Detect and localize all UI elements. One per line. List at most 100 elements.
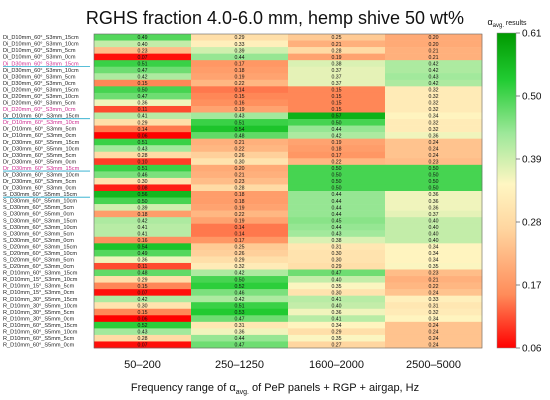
- cell-value: 0.25: [234, 245, 244, 251]
- row-label: Di_D10mm_60°_S3mm_15cm: [3, 35, 79, 41]
- heatmap-cell: [288, 53, 386, 61]
- cell-value: 0.50: [331, 179, 341, 185]
- cell-value: 0.44: [234, 336, 244, 342]
- row-label: Di_D30mm_60°_S3mm_0cm: [3, 81, 76, 87]
- cell-value: 0.32: [428, 310, 438, 316]
- heatmap-cell: [94, 256, 192, 264]
- colorbar-tick-label: 0.28: [522, 218, 542, 229]
- heatmap-cell: [288, 269, 386, 277]
- heatmap-cell: [94, 112, 192, 120]
- cell-value: 0.23: [428, 271, 438, 277]
- cell-value: 0.57: [331, 114, 341, 120]
- heatmap-cell: [288, 289, 386, 296]
- cell-value: 0.29: [137, 277, 147, 283]
- heatmap-cell: [385, 177, 483, 185]
- heatmap-cell: [385, 269, 483, 277]
- cell-value: 0.37: [331, 68, 341, 74]
- cell-value: 0.40: [428, 218, 438, 224]
- heatmap-cell: [288, 249, 386, 257]
- heatmap-cell: [288, 60, 386, 68]
- heatmap-cell: [191, 295, 289, 303]
- cell-value: 0.22: [331, 160, 341, 166]
- cell-value: 0.19: [331, 55, 341, 61]
- heatmap-cell: [94, 53, 192, 61]
- cell-value: 0.32: [428, 127, 438, 133]
- cell-value: 0.44: [331, 205, 341, 211]
- heatmap-cell: [94, 204, 192, 211]
- cell-value: 0.50: [428, 173, 438, 179]
- heatmap-cell: [288, 236, 386, 244]
- heatmap-cell: [288, 119, 386, 126]
- cell-value: 0.21: [428, 277, 438, 283]
- row-label: Dr_D30mm_60°_S3mm_5cm: [3, 179, 76, 185]
- cell-value: 0.19: [331, 140, 341, 146]
- cell-value: 0.19: [234, 218, 244, 224]
- cell-value: 0.36: [331, 310, 341, 316]
- row-label: Dr_D10mm_60°_S3mm_0cm: [3, 133, 76, 139]
- cell-value: 0.30: [137, 303, 147, 309]
- cell-value: 0.34: [428, 258, 438, 264]
- cell-value: 0.29: [234, 35, 244, 41]
- cell-value: 0.39: [234, 48, 244, 54]
- heatmap-cell: [94, 92, 192, 100]
- heatmap-cell: [191, 243, 289, 251]
- heatmap-cell: [94, 289, 192, 296]
- heatmap-cell: [288, 204, 386, 211]
- cell-value: 0.31: [234, 323, 244, 329]
- cell-value: 0.40: [331, 277, 341, 283]
- cell-value: 0.47: [234, 317, 244, 323]
- cell-value: 0.37: [331, 74, 341, 80]
- heatmap-cell: [94, 243, 192, 251]
- heatmap-cell: [385, 249, 483, 257]
- heatmap-cell: [385, 256, 483, 264]
- heatmap-cell: [191, 151, 289, 159]
- cell-value: 0.30: [331, 251, 341, 257]
- cell-value: 0.19: [234, 107, 244, 113]
- heatmap-cell: [191, 34, 289, 41]
- cell-value: 0.24: [428, 146, 438, 152]
- row-label: Di_D20mm_60°_S3mm_5cm: [3, 101, 76, 107]
- heatmap-cell: [191, 269, 289, 277]
- colorbar-tick-label: 0.17: [522, 281, 542, 292]
- cell-value: 0.50: [428, 186, 438, 192]
- cell-value: 0.23: [428, 160, 438, 166]
- row-label: R_D10mm_60°_S5mm_10cm: [3, 329, 78, 335]
- heatmap-cell: [385, 243, 483, 251]
- heatmap-cell: [288, 158, 386, 166]
- cell-value: 0.35: [331, 284, 341, 290]
- heatmap-cell: [288, 256, 386, 264]
- heatmap-cell: [191, 210, 289, 218]
- heatmap-cell: [94, 315, 192, 323]
- cell-value: 0.18: [234, 192, 244, 198]
- cell-value: 0.41: [137, 225, 147, 231]
- heatmap-cell: [94, 230, 192, 238]
- heatmap-cell: [94, 184, 192, 192]
- cell-value: 0.21: [234, 140, 244, 146]
- heatmap-cell: [94, 210, 192, 218]
- row-label: Dr_D30mm_60°_S5mm_5cm: [3, 153, 76, 159]
- cell-value: 0.42: [137, 74, 147, 80]
- heatmap-cell: [191, 308, 289, 316]
- heatmap-cell: [385, 112, 483, 120]
- heatmap-cell: [385, 191, 483, 198]
- colorbar-tick-label: 0.06: [522, 344, 542, 355]
- heatmap-cell: [385, 210, 483, 218]
- cell-value: 0.29: [234, 258, 244, 264]
- cell-value: 0.20: [428, 35, 438, 41]
- cell-value: 0.22: [234, 81, 244, 87]
- cell-value: 0.17: [331, 153, 341, 159]
- heatmap-cell: [191, 204, 289, 211]
- row-label: S_D30mm_60°_S3mm_15cm: [3, 218, 77, 224]
- heatmap-cell: [191, 276, 289, 283]
- colorbar: αavg. results 0.61 0.50 0.39 0.28 0.17 0.06: [487, 17, 541, 355]
- cell-value: 0.40: [428, 225, 438, 231]
- cell-value: 0.43: [234, 114, 244, 120]
- heatmap-cell: [94, 86, 192, 94]
- heatmap-cell: [94, 119, 192, 126]
- heatmap-cell: [191, 60, 289, 68]
- heatmap-cell: [94, 79, 192, 87]
- cell-value: 0.50: [428, 179, 438, 185]
- cell-value: 0.32: [234, 264, 244, 270]
- heatmap-cell: [191, 191, 289, 198]
